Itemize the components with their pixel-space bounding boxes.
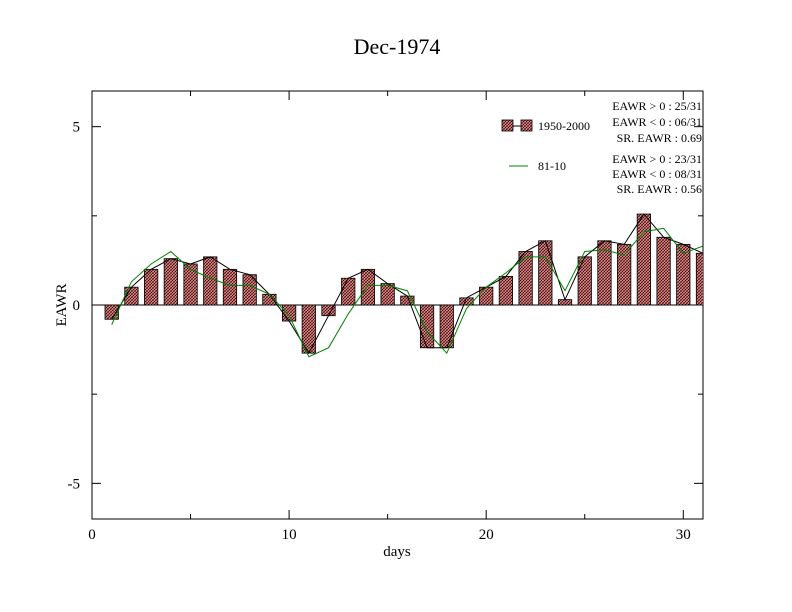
lines-layer: [111, 213, 703, 358]
ticks-layer: 0 10 20 30 5 0 -5: [68, 91, 703, 543]
legend: 1950-2000 81-10: [501, 119, 590, 173]
stat-line: EAWR > 0 : 25/31: [612, 99, 702, 113]
bar-1950-2000: [518, 251, 533, 306]
stat-line: SR. EAWR : 0.56: [617, 182, 702, 196]
line-81-10: [111, 227, 703, 358]
bar-1950-2000: [538, 240, 553, 306]
x-tick-label: 10: [282, 527, 297, 543]
legend-label-81-10: 81-10: [538, 159, 566, 173]
bar-1950-2000: [577, 256, 592, 306]
y-tick-label: 0: [73, 298, 81, 314]
bar-1950-2000: [163, 258, 178, 306]
line-1950-2000: [111, 213, 703, 355]
x-axis-label: days: [383, 544, 411, 560]
bar-1950-2000: [222, 268, 238, 306]
bar-1950-2000: [656, 236, 671, 306]
legend-label-1950-2000: 1950-2000: [538, 119, 590, 133]
stat-line: EAWR > 0 : 23/31: [612, 152, 702, 166]
bar-1950-2000: [636, 213, 651, 306]
chart-title: Dec-1974: [354, 34, 441, 59]
bar-1950-2000: [281, 304, 297, 322]
x-tick-label: 0: [88, 527, 96, 543]
x-tick-label: 20: [479, 527, 494, 543]
bar-1950-2000: [124, 286, 139, 306]
x-tick-label: 30: [676, 527, 691, 543]
y-axis-label: EAWR: [54, 284, 70, 327]
bar-1950-2000: [419, 304, 435, 349]
bars-layer: [104, 213, 703, 354]
stat-line: EAWR < 0 : 06/31: [612, 115, 702, 129]
bar-1950-2000: [360, 268, 376, 306]
stats-box: EAWR > 0 : 25/31 EAWR < 0 : 06/31 SR. EA…: [612, 99, 702, 196]
bar-1950-2000: [104, 304, 119, 320]
bar-1950-2000: [183, 263, 198, 306]
legend-swatch-right-1950-2000: [520, 119, 533, 132]
y-tick-label: 5: [73, 120, 81, 136]
bar-1950-2000: [203, 256, 218, 306]
stat-line: SR. EAWR : 0.69: [617, 131, 702, 145]
bar-1950-2000: [144, 268, 159, 306]
stat-line: EAWR < 0 : 08/31: [612, 167, 702, 181]
bar-1950-2000: [341, 277, 356, 306]
y-tick-label: -5: [68, 476, 81, 492]
bar-1950-2000: [498, 276, 514, 306]
legend-swatch-left-1950-2000: [501, 119, 514, 132]
bar-1950-2000: [695, 252, 703, 306]
